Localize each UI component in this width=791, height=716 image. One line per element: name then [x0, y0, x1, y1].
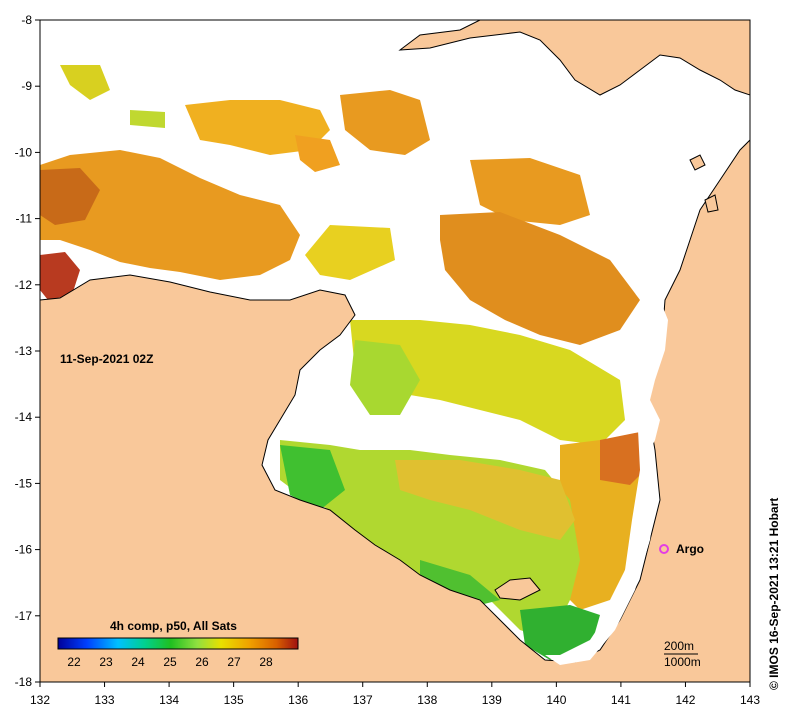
y-tick-label: -17 [15, 609, 33, 623]
colorbar-tick-label: 26 [195, 655, 209, 669]
x-tick-label: 137 [353, 693, 373, 707]
land-layer [40, 20, 750, 682]
argo-label: Argo [676, 542, 704, 556]
y-tick-label: -8 [21, 13, 32, 27]
x-tick-label: 139 [482, 693, 502, 707]
y-tick-label: -9 [21, 79, 32, 93]
y-tick-label: -18 [15, 675, 33, 689]
y-axis: -8 -9 -10 -11 -12 -13 -14 -15 -16 -17 -18 [15, 13, 40, 689]
imos-credit: © IMOS 16-Sep-2021 13:21 Hobart [767, 498, 781, 690]
x-tick-label: 143 [740, 693, 760, 707]
coastal-strip [545, 300, 668, 665]
colorbar [57, 637, 299, 650]
depth-label-200m: 200m [664, 639, 694, 653]
argo-marker-icon [659, 544, 669, 554]
colorbar-tick-label: 23 [99, 655, 113, 669]
colorbar-tick-label: 25 [163, 655, 177, 669]
y-tick-label: -13 [15, 344, 33, 358]
y-tick-label: -15 [15, 476, 33, 490]
legend-title: 4h comp, p50, All Sats [110, 619, 237, 633]
x-tick-label: 136 [288, 693, 308, 707]
x-tick-label: 142 [675, 693, 695, 707]
colorbar-tick-label: 28 [259, 655, 273, 669]
sst-data-layer [40, 65, 645, 660]
timestamp-label: 11-Sep-2021 02Z [60, 352, 153, 366]
colorbar-ticks: 22 23 24 25 26 27 28 [67, 655, 273, 669]
y-tick-label: -11 [16, 212, 33, 226]
depth-label-1000m: 1000m [664, 655, 701, 669]
colorbar-legend: 4h comp, p50, All Sats 22 23 24 25 26 27 28 [57, 619, 299, 669]
y-tick-label: -12 [15, 278, 33, 292]
colorbar-tick-label: 27 [227, 655, 241, 669]
colorbar-tick-label: 22 [67, 655, 81, 669]
map-plot-area [40, 20, 750, 682]
x-axis: 132 133 134 135 136 137 138 139 140 141 142 143 [30, 682, 760, 707]
x-tick-label: 138 [417, 693, 437, 707]
x-tick-label: 135 [224, 693, 244, 707]
y-tick-label: -10 [15, 145, 33, 159]
colorbar-tick-label: 24 [131, 655, 145, 669]
x-tick-label: 132 [30, 693, 50, 707]
y-tick-label: -14 [15, 410, 33, 424]
x-tick-label: 141 [611, 693, 631, 707]
x-tick-label: 140 [546, 693, 566, 707]
y-tick-label: -16 [15, 543, 33, 557]
depth-contour-key: 200m 1000m [664, 639, 701, 669]
x-tick-label: 134 [159, 693, 179, 707]
x-tick-label: 133 [95, 693, 115, 707]
argo-float-marker: Argo [659, 542, 704, 556]
